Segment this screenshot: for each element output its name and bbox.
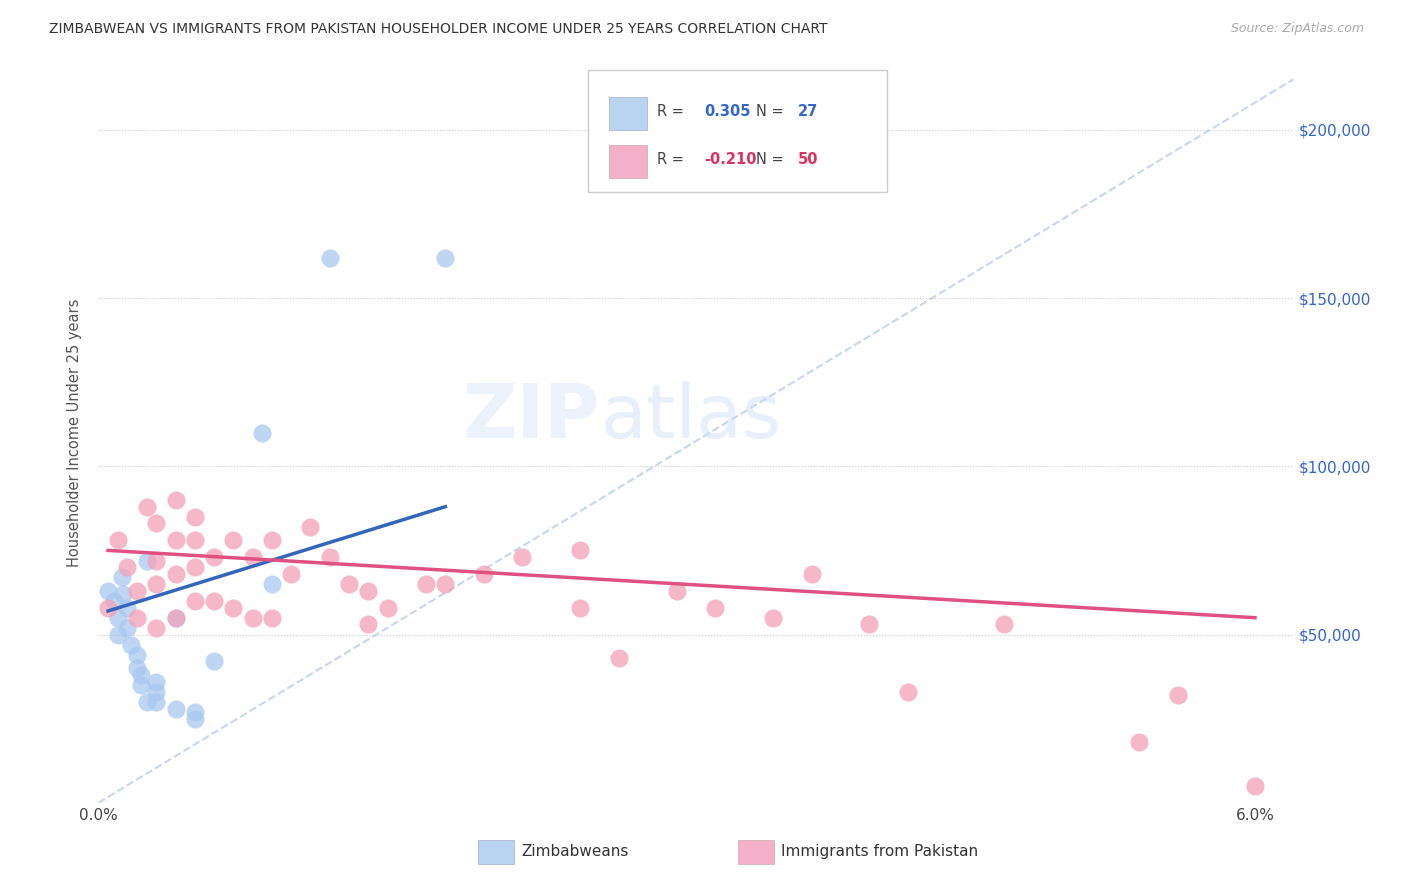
Point bbox=[165, 533, 187, 548]
Point bbox=[135, 500, 157, 514]
Text: Zimbabweans: Zimbabweans bbox=[522, 844, 628, 859]
Point bbox=[607, 651, 630, 665]
Point bbox=[165, 566, 187, 581]
Point bbox=[165, 701, 187, 715]
Point bbox=[112, 587, 135, 601]
Point bbox=[800, 566, 823, 581]
Point bbox=[107, 627, 129, 641]
Point bbox=[97, 600, 120, 615]
Point bbox=[242, 610, 264, 624]
Text: R =: R = bbox=[657, 153, 688, 167]
Point bbox=[135, 553, 157, 567]
Point bbox=[165, 492, 187, 507]
Text: 0.305: 0.305 bbox=[704, 103, 751, 119]
Point bbox=[125, 610, 148, 624]
Point bbox=[184, 509, 207, 524]
Text: atlas: atlas bbox=[600, 381, 782, 454]
FancyBboxPatch shape bbox=[738, 840, 773, 863]
Point bbox=[260, 577, 283, 591]
Point bbox=[120, 638, 142, 652]
Point bbox=[184, 533, 207, 548]
Text: Source: ZipAtlas.com: Source: ZipAtlas.com bbox=[1230, 22, 1364, 36]
Point bbox=[569, 600, 592, 615]
Point bbox=[125, 583, 148, 598]
Point bbox=[472, 566, 495, 581]
Point bbox=[252, 425, 274, 440]
Point bbox=[762, 610, 785, 624]
Text: 27: 27 bbox=[797, 103, 818, 119]
Point bbox=[165, 610, 187, 624]
Point bbox=[704, 600, 727, 615]
Point bbox=[319, 550, 342, 565]
Point bbox=[125, 661, 148, 675]
Point bbox=[897, 685, 920, 699]
Point bbox=[184, 712, 207, 726]
Text: R =: R = bbox=[657, 103, 688, 119]
Text: 50: 50 bbox=[797, 153, 818, 167]
Point bbox=[107, 610, 129, 624]
Point bbox=[184, 560, 207, 574]
Point bbox=[993, 617, 1015, 632]
Point bbox=[107, 533, 129, 548]
Text: N =: N = bbox=[756, 153, 787, 167]
Point bbox=[145, 685, 167, 699]
Point bbox=[260, 610, 283, 624]
Point bbox=[117, 621, 139, 635]
Y-axis label: Householder Income Under 25 years: Householder Income Under 25 years bbox=[67, 299, 83, 566]
Point bbox=[357, 583, 380, 598]
Point bbox=[145, 553, 167, 567]
Point bbox=[202, 655, 225, 669]
FancyBboxPatch shape bbox=[609, 96, 647, 130]
Point bbox=[110, 570, 132, 584]
Point bbox=[129, 678, 152, 692]
Point bbox=[858, 617, 880, 632]
Text: ZIP: ZIP bbox=[463, 381, 600, 454]
Point bbox=[1128, 735, 1150, 749]
Point bbox=[569, 543, 592, 558]
FancyBboxPatch shape bbox=[589, 70, 887, 192]
Text: N =: N = bbox=[756, 103, 787, 119]
Point bbox=[135, 695, 157, 709]
Point bbox=[415, 577, 437, 591]
Point bbox=[337, 577, 360, 591]
Point bbox=[129, 668, 152, 682]
Point bbox=[117, 600, 139, 615]
Point bbox=[145, 516, 167, 531]
Point bbox=[434, 577, 457, 591]
Point bbox=[280, 566, 302, 581]
Point bbox=[434, 251, 457, 265]
Point bbox=[1244, 779, 1267, 793]
Point bbox=[202, 550, 225, 565]
Point bbox=[125, 648, 148, 662]
Point bbox=[145, 577, 167, 591]
Point bbox=[299, 520, 322, 534]
FancyBboxPatch shape bbox=[478, 840, 515, 863]
Point bbox=[242, 550, 264, 565]
Point bbox=[357, 617, 380, 632]
Point bbox=[184, 705, 207, 719]
Point bbox=[377, 600, 399, 615]
Point bbox=[512, 550, 534, 565]
Point bbox=[184, 594, 207, 608]
Point bbox=[117, 560, 139, 574]
Point bbox=[97, 583, 120, 598]
Point bbox=[145, 621, 167, 635]
FancyBboxPatch shape bbox=[609, 145, 647, 178]
Text: ZIMBABWEAN VS IMMIGRANTS FROM PAKISTAN HOUSEHOLDER INCOME UNDER 25 YEARS CORRELA: ZIMBABWEAN VS IMMIGRANTS FROM PAKISTAN H… bbox=[49, 22, 828, 37]
Text: -0.210: -0.210 bbox=[704, 153, 756, 167]
Point bbox=[222, 600, 245, 615]
Point bbox=[1167, 688, 1189, 702]
Text: Immigrants from Pakistan: Immigrants from Pakistan bbox=[780, 844, 979, 859]
Point bbox=[665, 583, 688, 598]
Point bbox=[165, 610, 187, 624]
Point bbox=[103, 594, 125, 608]
Point bbox=[319, 251, 342, 265]
Point bbox=[222, 533, 245, 548]
Point bbox=[202, 594, 225, 608]
Point bbox=[145, 674, 167, 689]
Point bbox=[260, 533, 283, 548]
Point bbox=[145, 695, 167, 709]
